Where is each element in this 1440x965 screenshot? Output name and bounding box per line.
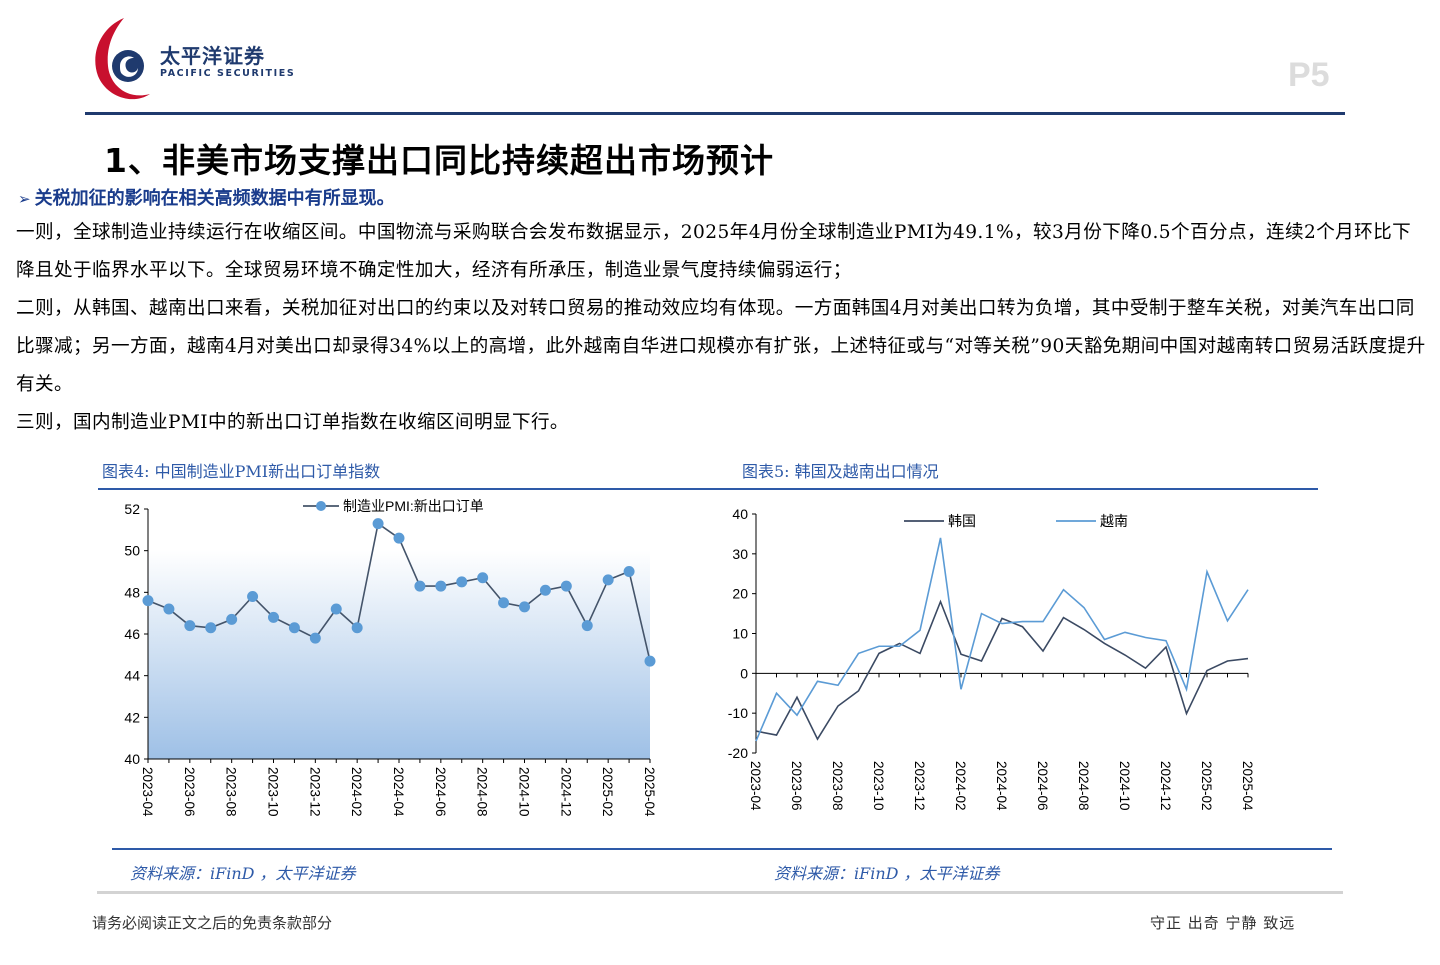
data-point	[268, 611, 279, 623]
data-point	[581, 620, 593, 632]
paragraph-1: 一则，全球制造业持续运行在收缩区间。中国物流与采购联合会发布数据显示，2025年…	[16, 222, 1412, 281]
x-tick-label: 2025-02	[1199, 761, 1214, 811]
data-point	[309, 632, 321, 644]
data-point	[539, 584, 551, 596]
x-tick-label: 2025-04	[1240, 761, 1255, 811]
x-tick-label: 2024-08	[1076, 761, 1091, 811]
x-tick-label: 2023-12	[307, 767, 322, 817]
data-point	[477, 572, 489, 584]
data-point	[205, 622, 217, 634]
data-point	[435, 580, 447, 592]
y-tick-label: 10	[732, 626, 748, 642]
series-line	[755, 599, 1249, 741]
x-tick-label: 2024-06	[1035, 761, 1050, 811]
footer-disclaimer: 请务必阅读正文之后的免责条款部分	[92, 914, 333, 932]
y-tick-label: -20	[728, 745, 748, 761]
legend-label: 越南	[1100, 513, 1128, 529]
data-point	[288, 622, 300, 634]
data-point	[414, 580, 426, 592]
y-tick-label: 48	[124, 584, 140, 600]
y-tick-label: -10	[728, 705, 748, 721]
page-number: P5	[1288, 56, 1330, 94]
x-tick-label: 2024-10	[1117, 761, 1132, 811]
x-tick-label: 2024-10	[517, 767, 532, 817]
x-tick-label: 2023-06	[789, 761, 804, 811]
data-point	[623, 566, 635, 577]
figure-5-source: 资料来源：iFinD ，太平洋证券	[774, 864, 1000, 883]
y-tick-label: 44	[124, 668, 140, 684]
brand-name-cn: 太平洋证券	[160, 44, 265, 68]
legend-marker	[316, 501, 326, 511]
x-tick-label: 2024-12	[1158, 761, 1173, 811]
figure-4-caption: 图表4: 中国制造业PMI新出口订单指数	[102, 462, 381, 481]
y-tick-label: 40	[124, 751, 140, 767]
caption-divider	[98, 488, 1318, 490]
data-point	[184, 620, 196, 632]
x-tick-label: 2023-10	[266, 767, 281, 817]
x-tick-label: 2023-08	[224, 767, 239, 817]
y-tick-label: 30	[732, 546, 748, 562]
source-divider	[112, 848, 1332, 850]
x-tick-label: 2024-02	[953, 761, 968, 811]
x-tick-label: 2023-04	[140, 767, 155, 817]
data-point	[330, 603, 342, 615]
data-point	[163, 603, 175, 615]
pacific-securities-logo	[95, 18, 150, 100]
section-title: 1、非美市场支撑出口同比持续超出市场预计	[104, 141, 774, 180]
brand-name-en: PACIFIC SECURITIES	[160, 68, 296, 79]
x-tick-label: 2024-06	[433, 767, 448, 817]
key-point-text: 关税加征的影响在相关高频数据中有所显现。	[34, 188, 395, 209]
x-tick-label: 2025-04	[642, 767, 657, 817]
x-tick-label: 2023-12	[912, 761, 927, 811]
series-line	[755, 537, 1249, 742]
x-tick-label: 2023-08	[830, 761, 845, 811]
legend-label: 制造业PMI:新出口订单	[343, 498, 484, 514]
x-tick-label: 2025-02	[600, 767, 615, 817]
data-point	[644, 655, 656, 667]
x-tick-label: 2024-08	[475, 767, 490, 817]
pmi-export-orders-chart: 40 42 44 46 48 50 52 2023-04 2023-06 2023-08 2023-…	[124, 498, 657, 817]
paragraph-2: 二则，从韩国、越南出口来看，关税加征对出口的约束以及对转口贸易的推动效应均有体现…	[16, 298, 1426, 395]
footer-motto: 守正 出奇 宁静 致远	[1150, 914, 1296, 932]
x-tick-label: 2024-04	[994, 761, 1009, 811]
arrow-bullet-icon: ➢	[18, 190, 31, 208]
figure-4-source: 资料来源：iFinD ，太平洋证券	[130, 864, 356, 883]
data-point	[226, 613, 238, 625]
x-tick-label: 2024-12	[558, 767, 573, 817]
paragraph-3: 三则，国内制造业PMI中的新出口订单指数在收缩区间明显下行。	[16, 412, 569, 433]
x-tick-label: 2023-10	[871, 761, 886, 811]
data-point	[372, 518, 384, 530]
y-tick-label: 52	[124, 501, 140, 517]
data-point	[602, 574, 614, 586]
data-point	[519, 601, 530, 613]
y-tick-label: 42	[124, 709, 140, 725]
footer-divider	[97, 891, 1343, 894]
y-tick-label: 40	[732, 506, 748, 522]
shaded-area	[148, 550, 650, 759]
y-tick-label: 46	[124, 626, 140, 642]
x-tick-label: 2023-06	[182, 767, 197, 817]
data-point	[393, 532, 405, 544]
data-point	[247, 591, 259, 602]
data-point	[142, 595, 154, 607]
header-divider	[85, 112, 1345, 115]
legend-label: 韩国	[948, 513, 976, 529]
data-point	[498, 597, 510, 609]
data-point	[560, 580, 572, 592]
y-tick-label: 0	[740, 665, 748, 681]
data-point	[351, 622, 363, 634]
figure-5-caption: 图表5: 韩国及越南出口情况	[742, 462, 939, 481]
korea-vietnam-exports-chart: -20 -10 0 10 20 30 40 2023-04 2023-06 2023-08 2023…	[728, 506, 1255, 811]
key-point: ➢ 关税加征的影响在相关高频数据中有所显现。	[18, 184, 395, 210]
data-point	[456, 576, 468, 588]
y-tick-label: 20	[732, 586, 748, 602]
x-tick-label: 2023-04	[748, 761, 763, 811]
x-tick-label: 2024-04	[391, 767, 406, 817]
x-tick-label: 2024-02	[349, 767, 364, 817]
y-tick-label: 50	[124, 543, 140, 559]
